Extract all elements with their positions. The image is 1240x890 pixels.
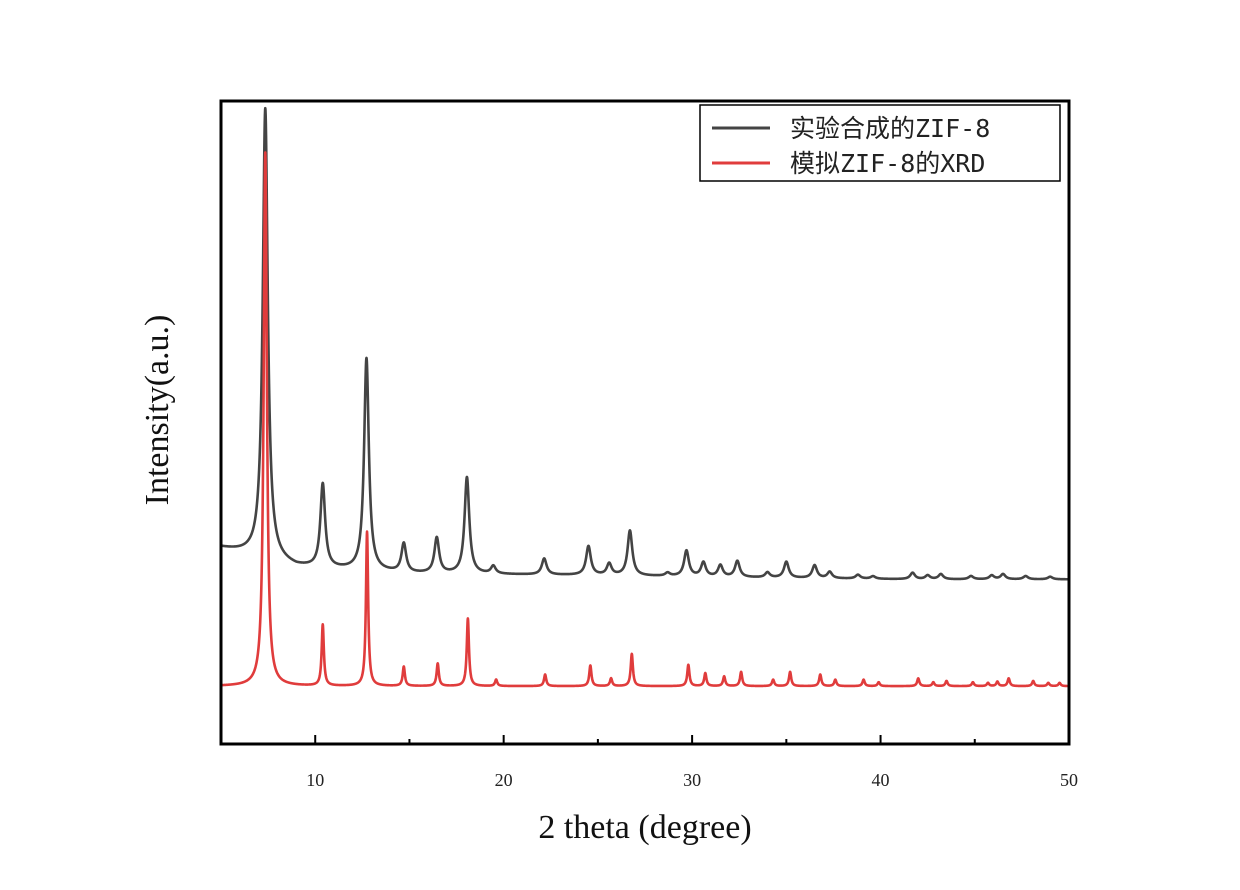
x-tick-label: 40 <box>872 770 890 790</box>
legend-box <box>699 104 1061 182</box>
series-layer <box>221 106 1069 688</box>
x-axis-ticks <box>220 735 1070 744</box>
series-line-experimental <box>221 106 1069 581</box>
x-axis-title: 2 theta (degree) <box>538 809 751 846</box>
x-axis-tick-labels: 10 20 30 40 50 <box>306 770 1078 790</box>
series-line-simulated <box>221 151 1069 688</box>
legend: 实验合成的ZIF-8 模拟ZIF-8的XRD <box>699 104 1061 182</box>
legend-label-experimental: 实验合成的ZIF-8 <box>790 114 990 143</box>
x-tick-label: 20 <box>495 770 513 790</box>
y-axis-title: Intensity(a.u.) <box>139 315 176 506</box>
x-tick-label: 30 <box>683 770 701 790</box>
legend-label-simulated: 模拟ZIF-8的XRD <box>790 149 985 178</box>
plot-frame <box>219 99 1071 746</box>
x-tick-label: 10 <box>306 770 324 790</box>
x-tick-label: 50 <box>1060 770 1078 790</box>
